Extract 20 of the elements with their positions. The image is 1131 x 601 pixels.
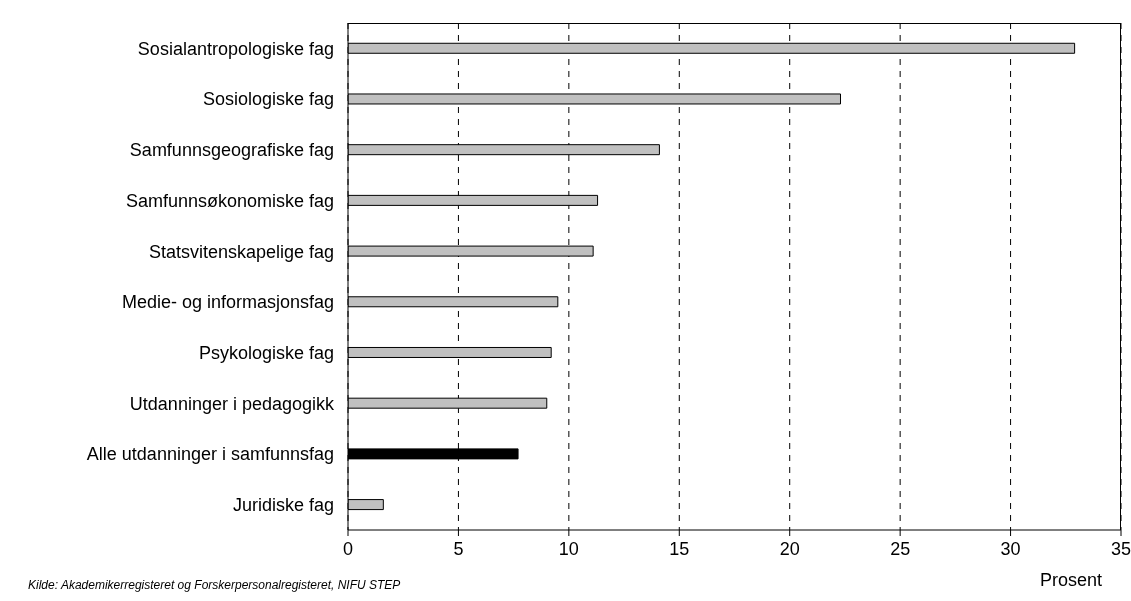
x-tick-label: 20 <box>779 538 800 559</box>
text: Kilde: Akademikerregisteret og Forskerpersonalregisteret, NIFU STEP <box>28 578 401 592</box>
y-tick-label: Samfunnsgeografiske fag <box>129 140 334 161</box>
y-tick-label: Psykologiske fag <box>198 342 334 363</box>
y-tick-label: Sosiologiske fag <box>202 89 334 110</box>
y-tick-label: Alle utdanninger i samfunnsfag <box>86 444 334 465</box>
x-tick-label: 0 <box>342 538 354 559</box>
y-tick-label: Medie- og informasjonsfag <box>121 292 334 313</box>
x-tick-label: 30 <box>1000 538 1021 559</box>
x-tick-label: 35 <box>1110 538 1131 559</box>
x-tick-label: 25 <box>890 538 911 559</box>
y-tick-label: Samfunnsøkonomiske fag <box>125 190 334 211</box>
y-tick-label: Juridiske fag <box>232 495 334 516</box>
y-tick-label: Utdanninger i pedagogikk <box>129 393 335 414</box>
x-tick-label: 15 <box>669 538 690 559</box>
x-axis-title: Prosent <box>1038 570 1103 591</box>
x-tick-label: 5 <box>453 538 464 559</box>
y-tick-label: Statsvitenskapelige fag <box>148 241 334 262</box>
x-tick-label: 10 <box>558 538 579 559</box>
y-tick-label: Sosialantropologiske fag <box>137 38 334 59</box>
